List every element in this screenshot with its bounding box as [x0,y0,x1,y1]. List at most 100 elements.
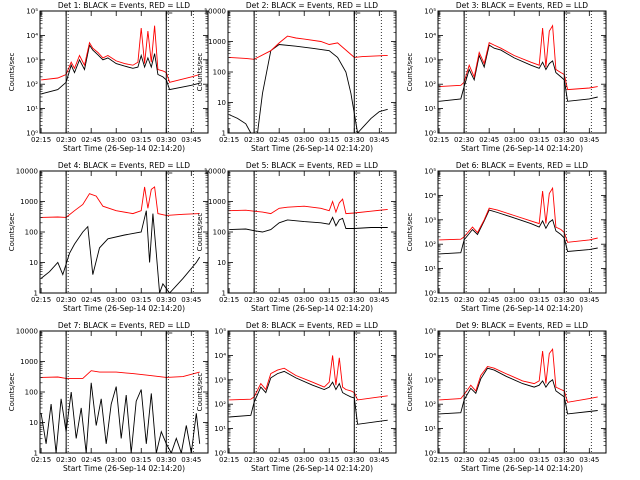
y-tick-label: 10 [217,99,226,107]
x-tick-label: 02:45 [269,296,289,304]
x-tick-label: 03:00 [504,296,524,304]
x-tick-label: 02:45 [479,456,499,464]
detector-panel-8: Det 8: BLACK = Events, RED = LLD 02:15 02:… [196,321,397,473]
x-tick-label: 03:15 [131,296,151,304]
events-series-line [228,44,388,133]
lld-series-line [229,198,388,215]
x-tick-label: 03:30 [344,136,364,144]
x-tick-label: 02:45 [269,456,289,464]
y-tick-label: 10000 [204,168,226,176]
y-tick-label: 10 [217,259,226,267]
y-tick-label: 10⁰ [424,130,436,138]
y-tick-label: 10³ [424,216,436,224]
flag-marker [353,172,361,181]
x-tick-label: 03:00 [106,136,126,144]
x-axis-label: Start Time (26-Sep-14 02:14:20) [461,144,583,153]
flag-marker [563,12,571,21]
flag-marker [353,12,361,21]
x-tick-label: 02:30 [56,456,76,464]
y-tick-label: 10000 [204,8,226,16]
y-tick-label: 100 [25,389,38,397]
y-tick-label: 10² [424,401,436,409]
panel-title: Det 6: BLACK = Events, RED = LLD [456,161,588,170]
panel-title: Det 8: BLACK = Events, RED = LLD [246,321,378,330]
x-tick-label: 03:45 [579,456,599,464]
x-tick-label: 02:15 [31,136,51,144]
lld-series-line [439,186,598,243]
plot-frame [437,170,607,294]
y-tick-label: 10⁵ [424,168,436,176]
y-tick-label: 10⁵ [26,8,38,16]
y-tick-label: 10⁴ [424,352,436,360]
detector-panel-4: Det 4: BLACK = Events, RED = LLD 02:15 02:… [8,161,209,313]
y-axis-label: Counts/sec [406,373,414,412]
flag-marker [165,332,173,341]
detector-panel-1: Det 1: BLACK = Events, RED = LLD 02:15 02:… [8,1,209,153]
x-tick-label: 03:30 [156,296,176,304]
panel-title: Det 2: BLACK = Events, RED = LLD [246,1,378,10]
y-tick-label: 10⁵ [424,8,436,16]
x-tick-label: 03:00 [106,456,126,464]
y-tick-label: 10¹ [26,105,38,113]
panel-title: Det 5: BLACK = Events, RED = LLD [246,161,378,170]
y-tick-label: 10⁵ [214,328,226,336]
x-axis-label: Start Time (26-Sep-14 02:14:20) [63,464,185,473]
x-tick-label: 02:45 [479,136,499,144]
plot-frame [39,10,209,134]
plot-frame [227,170,397,294]
panel-title: Det 3: BLACK = Events, RED = LLD [456,1,588,10]
y-tick-label: 10³ [214,376,226,384]
x-tick-label: 03:45 [181,136,201,144]
y-tick-label: 100 [213,229,226,237]
y-tick-label: 10¹ [424,265,436,273]
lld-series-line [439,348,598,403]
y-tick-label: 10⁴ [214,352,226,360]
x-axis-label: Start Time (26-Sep-14 02:14:20) [461,464,583,473]
x-tick-label: 03:00 [106,296,126,304]
x-tick-label: 02:15 [429,136,449,144]
x-axis-label: Start Time (26-Sep-14 02:14:20) [461,304,583,313]
plot-frame [437,10,607,134]
x-tick-label: 02:45 [81,136,101,144]
y-tick-label: 10³ [424,56,436,64]
y-tick-label: 1000 [20,358,38,366]
x-tick-label: 03:30 [554,456,574,464]
x-tick-label: 03:45 [181,456,201,464]
x-tick-label: 02:30 [56,136,76,144]
events-series-line [40,43,200,95]
x-tick-label: 02:15 [219,296,239,304]
y-axis-label: Counts/sec [196,373,204,412]
x-axis-label: Start Time (26-Sep-14 02:14:20) [251,464,373,473]
lld-series-line [41,370,200,379]
events-series-line [229,370,388,425]
y-axis-label: Counts/sec [8,213,16,252]
events-series-line [439,367,598,415]
detector-panel-7: Det 7: BLACK = Events, RED = LLD 02:15 02:… [8,321,209,473]
x-tick-label: 03:15 [131,136,151,144]
x-tick-label: 02:45 [81,456,101,464]
x-tick-label: 03:30 [344,296,364,304]
y-tick-label: 10³ [424,376,436,384]
x-tick-label: 02:15 [429,456,449,464]
lld-series-line [229,355,388,401]
x-tick-label: 03:00 [294,136,314,144]
x-tick-label: 03:15 [529,296,549,304]
x-tick-label: 03:45 [369,456,389,464]
plot-frame [227,10,397,134]
x-tick-label: 02:15 [429,296,449,304]
x-tick-label: 02:45 [81,296,101,304]
x-tick-label: 03:45 [181,296,201,304]
y-tick-label: 1 [222,290,226,298]
y-tick-label: 10000 [16,328,38,336]
plot-frame [227,330,397,454]
x-tick-label: 02:15 [219,456,239,464]
x-axis-label: Start Time (26-Sep-14 02:14:20) [251,304,373,313]
x-tick-label: 03:30 [156,456,176,464]
y-tick-label: 10² [424,81,436,89]
x-tick-label: 03:45 [579,296,599,304]
y-tick-label: 10⁴ [424,192,436,200]
panel-title: Det 7: BLACK = Events, RED = LLD [58,321,190,330]
x-tick-label: 02:30 [244,136,264,144]
y-tick-label: 100 [25,229,38,237]
